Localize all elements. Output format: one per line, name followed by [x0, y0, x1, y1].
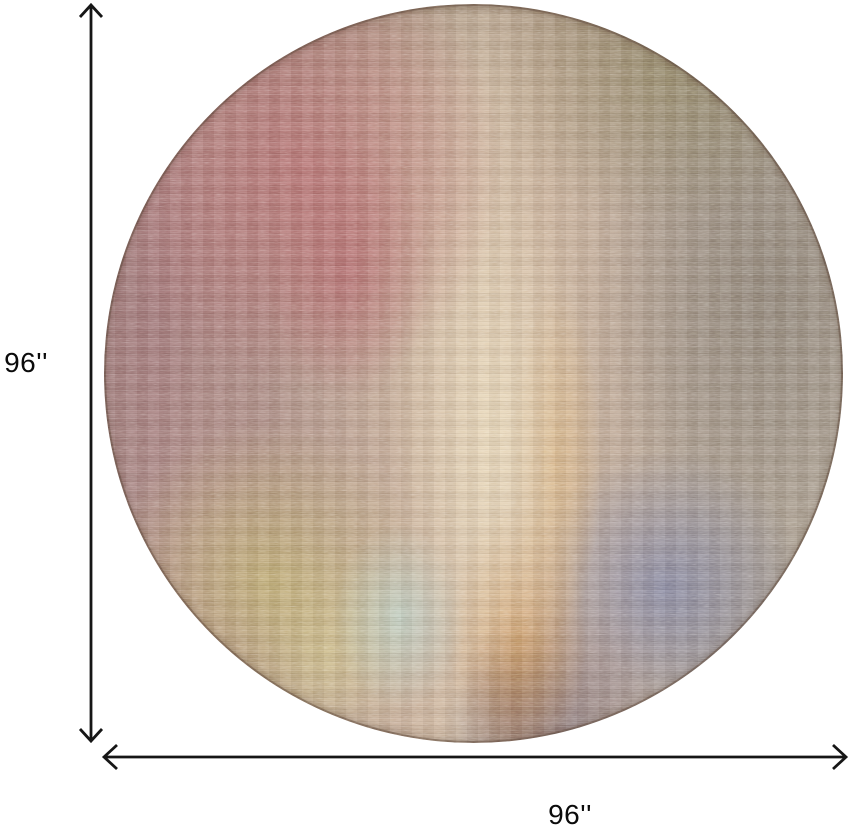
width-dimension-label: 96'' — [548, 799, 592, 828]
height-dimension-label: 96'' — [4, 347, 48, 378]
rug-texture-noise — [104, 4, 843, 743]
height-arrow — [78, 2, 104, 744]
width-arrow — [101, 743, 849, 771]
rug-image — [104, 4, 843, 743]
